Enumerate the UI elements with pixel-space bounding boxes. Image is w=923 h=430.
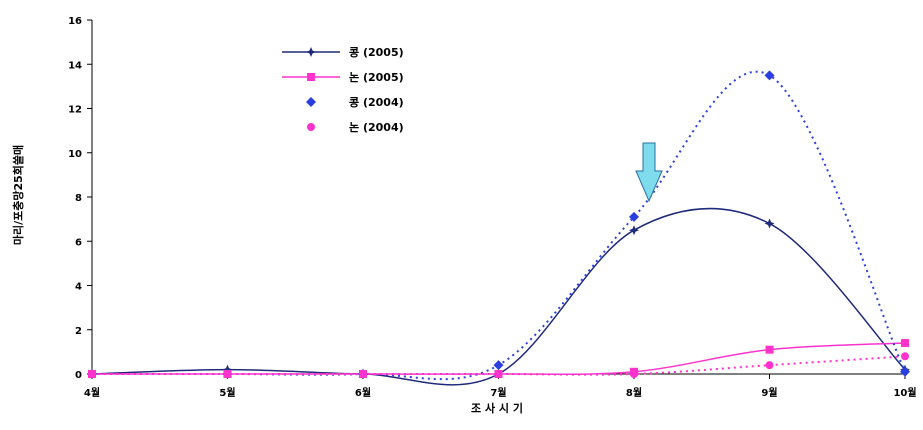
x-tick-label: 4월 <box>84 387 100 399</box>
y-tick-label: 4 <box>75 282 82 293</box>
series-line <box>91 207 906 386</box>
x-tick-label: 5월 <box>219 387 235 399</box>
data-point <box>630 370 638 378</box>
y-tick-label: 6 <box>75 237 82 248</box>
data-point <box>764 70 775 81</box>
x-tick-label: 8월 <box>626 387 642 399</box>
data-point <box>223 370 232 378</box>
y-tick-label: 8 <box>75 193 82 204</box>
y-tick-label: 2 <box>75 326 82 337</box>
series-layer <box>87 70 910 386</box>
data-point <box>629 211 639 222</box>
legend-item: 콩 (2005) <box>282 46 404 59</box>
legend-label: 논 (2004) <box>349 121 404 134</box>
series-1 <box>87 207 910 386</box>
legend-marker <box>307 73 315 81</box>
y-axis: 0 2 4 6 8 10 12 14 16 <box>68 16 93 381</box>
data-point <box>765 345 774 354</box>
data-point <box>901 339 909 348</box>
legend-item: 논 (2004) <box>307 121 404 134</box>
legend-label: 논 (2005) <box>349 71 404 84</box>
data-point <box>900 366 910 377</box>
y-tick-label: 16 <box>68 16 82 27</box>
data-point <box>765 361 774 370</box>
data-point <box>359 370 367 378</box>
x-tick-label: 7월 <box>490 387 506 399</box>
y-axis-label: 마리/포충망25회쓸매 <box>11 145 25 245</box>
data-point <box>901 352 909 361</box>
legend-marker <box>306 47 316 57</box>
legend-marker <box>306 97 316 107</box>
y-tick-label: 0 <box>75 370 82 381</box>
legend: 콩 (2005) 논 (2005) 콩 (2004) 논 (2004) <box>282 46 404 134</box>
legend-marker <box>307 123 315 131</box>
y-tick-label: 14 <box>68 60 82 71</box>
data-point <box>764 218 775 229</box>
data-point <box>629 225 639 236</box>
series-line <box>91 71 906 381</box>
data-point <box>88 370 96 378</box>
y-tick-label: 12 <box>68 105 82 116</box>
x-tick-label: 6월 <box>355 387 371 399</box>
legend-item: 콩 (2004) <box>306 96 404 109</box>
legend-label: 콩 (2005) <box>349 46 404 59</box>
annotation-layer <box>635 142 663 203</box>
data-point <box>494 370 503 378</box>
x-tick-label: 9월 <box>761 387 777 399</box>
x-axis-label: 조 사 시 기 <box>471 401 523 415</box>
series-4 <box>88 352 909 378</box>
legend-label: 콩 (2004) <box>349 96 404 109</box>
arrow-annotation <box>635 142 663 203</box>
data-point <box>493 360 504 371</box>
legend-item: 논 (2005) <box>282 71 404 84</box>
y-tick-label: 10 <box>68 149 82 160</box>
series-3 <box>87 70 910 381</box>
x-tick-label: 10월 <box>893 387 916 399</box>
